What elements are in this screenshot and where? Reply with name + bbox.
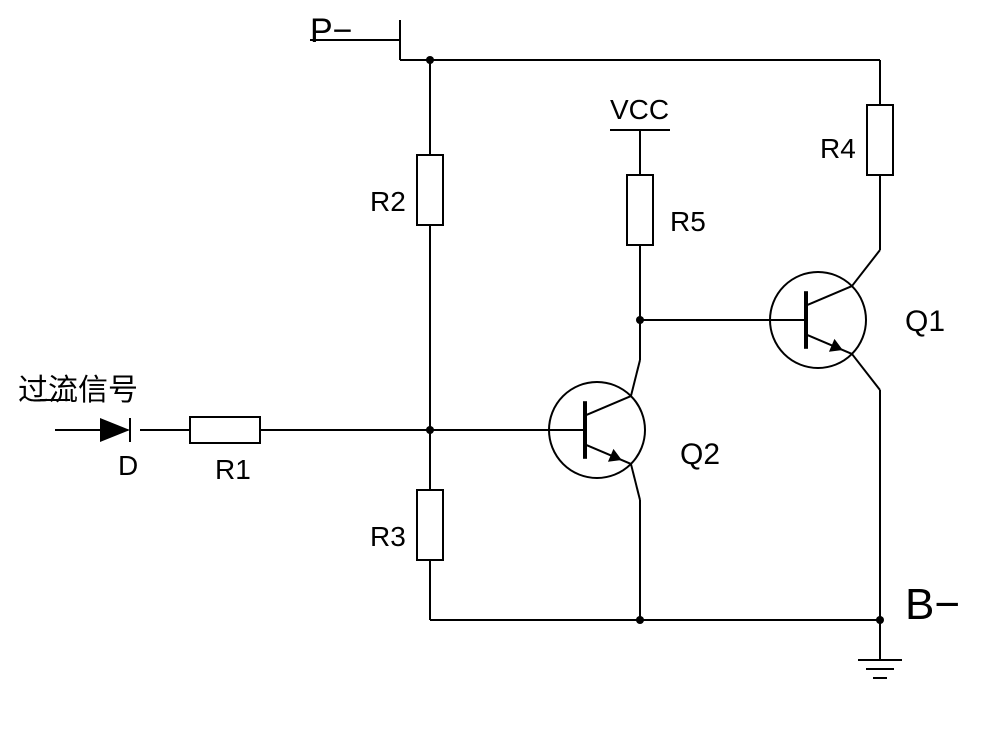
label-P: P−: [310, 12, 353, 51]
label-D: D: [118, 450, 138, 482]
label-signal: 过流信号: [18, 365, 138, 409]
label-Q2: Q2: [680, 438, 720, 472]
label-R4: R4: [820, 133, 856, 165]
circuit-diagram: 过流信号 D R1 R2 R3 R4 R5 Q1 Q2 P− VCC B−: [0, 0, 1000, 734]
label-Q1: Q1: [905, 305, 945, 339]
label-R2: R2: [370, 186, 406, 218]
label-VCC: VCC: [610, 94, 669, 126]
label-B: B−: [905, 580, 960, 630]
circuit-svg: [0, 0, 1000, 734]
label-R3: R3: [370, 521, 406, 553]
label-R5: R5: [670, 206, 706, 238]
label-R1: R1: [215, 454, 251, 486]
